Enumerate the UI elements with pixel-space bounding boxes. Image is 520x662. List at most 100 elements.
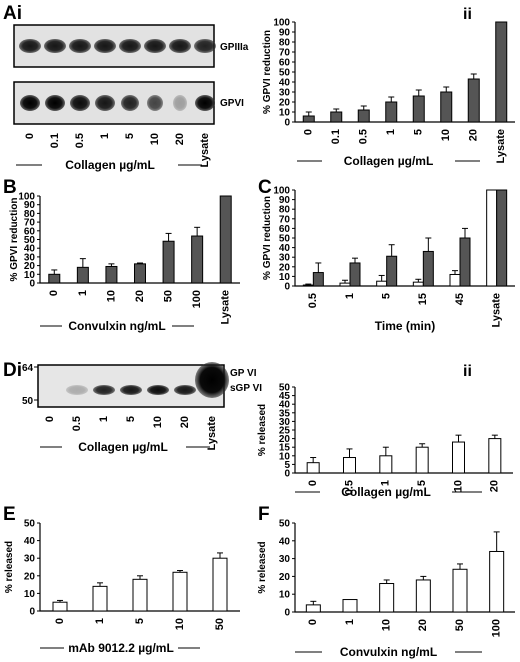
blot-di-mw-64: 64 (22, 363, 34, 374)
blot-di-lane-5: 5 (125, 416, 137, 422)
blot-di-lane-0-5: 0.5 (71, 416, 83, 431)
chart-dii-xtick-label: 1 (380, 480, 392, 486)
chart-c-xlabel: Time (min) (375, 319, 435, 333)
chart-c-bar (412, 281, 424, 287)
blot-di-lysate-band (195, 362, 229, 398)
blot-di-xlabel: Collagen µg/mL (78, 440, 168, 454)
chart-b-ytick-label: 0 (29, 279, 35, 290)
chart-dii-ytick-label: 45 (279, 391, 291, 402)
panel-label-dii: ii (463, 363, 472, 380)
blot-ai-label-gpvi: GPVI (220, 98, 244, 109)
chart-aii-xtick-label: Lysate (495, 129, 507, 163)
chart-c-bar (312, 272, 324, 287)
chart-dii-bar (343, 457, 356, 474)
chart-c-bar (486, 189, 498, 287)
chart-f-bar (489, 550, 505, 613)
chart-dii-ytick-label: 40 (279, 400, 291, 411)
chart-c-bar (449, 273, 461, 287)
chart-e-xtick-label: 50 (214, 618, 226, 630)
chart-aii-xtick-label: 20 (468, 129, 480, 141)
chart-b-ytick-label: 70 (24, 218, 36, 229)
chart-e-xtick-label: 1 (94, 618, 106, 624)
chart-f-axes (294, 523, 515, 613)
chart-b-ytick-label: 30 (24, 252, 36, 263)
blot-ai-gpvi-band (173, 95, 187, 111)
chart-e-xtick-label: 0 (54, 618, 66, 624)
chart-b-ytick-label: 80 (24, 209, 36, 220)
chart-dii-xtick-label: 5 (416, 480, 428, 486)
chart-f-ytick-label: 30 (279, 554, 291, 565)
blot-di-sgpvi-band (174, 385, 196, 395)
chart-dii-xtick-label: 10 (452, 480, 464, 492)
blot-di-lane-1: 1 (98, 416, 110, 422)
chart-c-xtick-label: 0.5 (307, 293, 319, 308)
chart-b-xtick-label: 20 (134, 290, 146, 302)
chart-c-ytick-label: 0 (284, 282, 290, 293)
chart-c-ytick-label: 40 (279, 243, 291, 254)
panel-label-ai: Ai (3, 3, 22, 24)
chart-dii-ytick-label: 35 (279, 408, 291, 419)
chart-aii-xtick-label: 5 (413, 129, 425, 135)
blot-ai-gpvi-band (70, 95, 90, 111)
chart-dii-ytick-label: 15 (279, 443, 291, 454)
chart-e-ytick-label: 20 (24, 571, 36, 582)
chart-f-xtick-label: 10 (381, 619, 393, 631)
chart-b-bar (48, 273, 61, 284)
chart-dii-ytick-label: 25 (279, 426, 291, 437)
blot-ai-gpiiia-band (194, 39, 216, 53)
chart-aii-xtick-label: 0.1 (330, 129, 342, 144)
chart-c-bar (422, 250, 434, 287)
blot-ai-gpvi-band (121, 95, 139, 111)
blot-ai-gpvi-band (147, 95, 163, 111)
chart-e-ytick-label: 40 (24, 536, 36, 547)
blot-ai-gpiiia-band (44, 39, 66, 53)
chart-e-xlabel: mAb 9012.2 µg/mL (68, 641, 174, 655)
chart-f: 0 10 20 30 40 50 % released 0 1 10 20 50 100 Convulxi… (257, 519, 515, 659)
chart-c-ytick-label: 30 (279, 253, 291, 264)
chart-aii-ytick-label: 0 (284, 118, 290, 129)
chart-b-xtick-label: Lysate (220, 290, 232, 324)
panel-label-e: E (3, 504, 16, 525)
chart-aii-bar (357, 109, 370, 123)
chart-b-ytick-label: 60 (24, 226, 36, 237)
chart-c-xtick-label: 5 (381, 293, 393, 299)
chart-b-ytick-label: 100 (18, 192, 35, 203)
blot-di-label-sgpvi: sGP VI (230, 383, 262, 394)
chart-c-bar (302, 284, 314, 287)
chart-e-xtick-label: 10 (174, 618, 186, 630)
blot-di-lane-0: 0 (44, 416, 56, 422)
chart-f-xtick-label: 1 (344, 619, 356, 625)
chart-aii-xlabel: Collagen µg/mL (344, 154, 434, 168)
chart-e-bar (92, 585, 108, 612)
chart-c-ytick-label: 60 (279, 224, 291, 235)
blot-ai-lane-0-5: 0.5 (74, 133, 86, 148)
chart-dii-bar (452, 441, 465, 474)
blot-ai-lane-10: 10 (149, 133, 161, 145)
chart-dii-xtick-label: 20 (489, 480, 501, 492)
chart-c-axes (294, 190, 515, 287)
blot-ai-gpiiia-band (119, 39, 141, 53)
chart-f-ytick-label: 10 (279, 590, 291, 601)
chart-f-ytick-label: 50 (279, 519, 291, 530)
chart-b-xtick-label: 50 (162, 290, 174, 302)
chart-aii-xtick-label: 0.5 (358, 129, 370, 144)
chart-aii-ytick-label: 40 (279, 78, 291, 89)
blot-ai-gpvi-band (195, 95, 215, 111)
chart-dii-bar (415, 446, 429, 474)
chart-c-ytick-label: 100 (273, 186, 290, 197)
chart-dii-ytick-label: 5 (284, 460, 290, 471)
chart-e-bar (52, 601, 68, 612)
chart-aii-ytick-label: 10 (279, 108, 291, 119)
chart-aii-xtick-label: 10 (440, 129, 452, 141)
chart-c-bar (349, 262, 361, 287)
chart-aii-bar (495, 21, 508, 123)
chart-aii-ytick-label: 20 (279, 98, 291, 109)
chart-b-bar (191, 235, 204, 284)
chart-f-xtick-label: 100 (491, 619, 503, 637)
chart-b-ytick-label: 20 (24, 261, 36, 272)
chart-b-bar (76, 266, 89, 284)
chart-f-xtick-label: 50 (454, 619, 466, 631)
